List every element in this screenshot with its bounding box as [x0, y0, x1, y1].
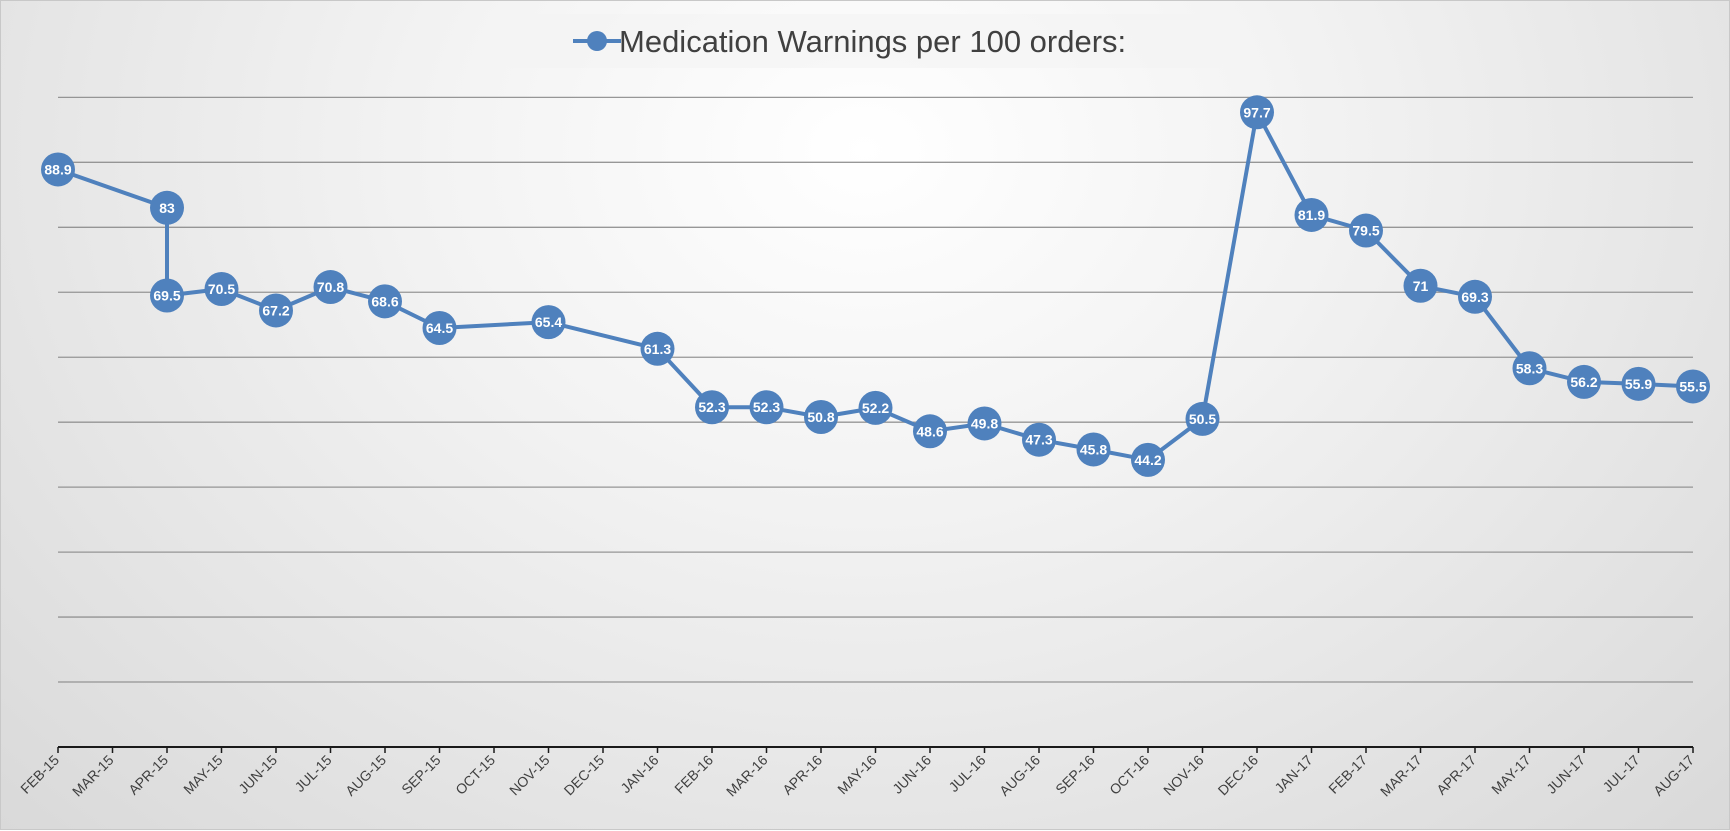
x-tick-label: DEC-15 [561, 752, 608, 799]
data-point [1185, 401, 1220, 436]
data-point [204, 272, 239, 307]
data-label: 55.9 [1625, 376, 1652, 392]
gridlines [58, 96, 1693, 683]
x-tick-label: MAR-15 [69, 752, 117, 800]
x-tick-label: MAY-16 [834, 752, 880, 798]
data-point [1512, 351, 1547, 386]
data-point [1349, 213, 1383, 248]
data-label: 70.8 [317, 279, 344, 295]
x-tick-label: JUN-15 [235, 752, 280, 797]
data-label: 69.3 [1461, 289, 1488, 305]
data-point [913, 414, 947, 449]
data-point [804, 399, 838, 434]
data-label: 65.4 [535, 314, 562, 330]
x-tick-label: AUG-16 [996, 752, 1043, 799]
x-tick-label: AUG-15 [342, 752, 389, 799]
data-point [1458, 279, 1492, 314]
data-point [1076, 432, 1111, 467]
data-label: 50.8 [807, 409, 834, 425]
x-tick-label: APR-16 [779, 752, 825, 798]
data-label: 45.8 [1080, 441, 1107, 457]
data-point [313, 270, 348, 305]
data-point [41, 152, 75, 187]
data-label: 52.3 [698, 399, 725, 415]
data-point [531, 305, 566, 340]
data-point [1022, 422, 1056, 457]
data-label: 88.9 [44, 161, 71, 177]
data-label: 55.5 [1679, 378, 1706, 394]
data-label: 61.3 [644, 341, 671, 357]
data-label: 79.5 [1352, 223, 1379, 239]
series-medication-warnings: 88.9 83 69.5 70.5 67.2 70.8 68.6 64.5 65.4 61.3 52… [41, 95, 1710, 477]
x-tick-label: MAY-17 [1488, 752, 1534, 798]
data-label: 50.5 [1189, 411, 1216, 427]
data-label: 49.8 [971, 415, 998, 431]
x-axis: FEB-15 MAR-15 APR-15 MAY-15 JUN-15 JUL-15 AUG-… [17, 746, 1697, 800]
data-label: 52.3 [753, 399, 780, 415]
data-point [422, 310, 457, 345]
data-label: 64.5 [426, 320, 453, 336]
x-tick-label: OCT-16 [1106, 752, 1152, 798]
data-label: 48.6 [916, 423, 943, 439]
data-label: 97.7 [1243, 104, 1270, 120]
data-point [1621, 366, 1656, 401]
legend-label: Medication Warnings per 100 orders: [619, 24, 1126, 59]
legend-marker [587, 31, 607, 51]
data-point [1567, 364, 1601, 399]
data-point [1676, 369, 1710, 404]
data-point [967, 406, 1002, 441]
data-label: 44.2 [1134, 452, 1161, 468]
data-point [368, 284, 402, 319]
x-tick-label: FEB-17 [1325, 752, 1370, 797]
x-tick-label: APR-15 [125, 752, 171, 798]
x-tick-label: JAN-16 [617, 752, 661, 796]
data-label: 71 [1413, 278, 1429, 294]
data-point [1131, 442, 1165, 477]
legend-box [509, 14, 1222, 68]
x-tick-label: FEB-15 [17, 752, 62, 797]
x-tick-label: JAN-17 [1271, 752, 1315, 796]
x-tick-label: JUL-16 [945, 752, 988, 795]
x-tick-label: SEP-16 [1052, 752, 1098, 798]
x-tick-label: JUL-15 [291, 752, 334, 795]
data-point [150, 278, 184, 313]
data-label: 56.2 [1570, 374, 1597, 390]
data-label: 52.2 [862, 400, 889, 416]
data-label: 69.5 [153, 288, 180, 304]
x-tick-label: JUL-17 [1599, 752, 1642, 795]
x-tick-label: MAY-15 [180, 752, 226, 798]
data-label: 58.3 [1516, 360, 1543, 376]
x-tick-label: SEP-15 [398, 752, 444, 798]
data-point [640, 331, 675, 366]
x-tick-label: DEC-16 [1215, 752, 1262, 799]
data-point [695, 390, 729, 425]
data-label: 81.9 [1298, 207, 1325, 223]
x-tick-label: APR-17 [1433, 752, 1479, 798]
data-label: 83 [159, 200, 175, 216]
x-tick-label: JUN-17 [1543, 752, 1588, 797]
data-label: 47.3 [1025, 432, 1052, 448]
x-tick-label: AUG-17 [1650, 752, 1697, 799]
data-point [858, 390, 893, 425]
data-point [150, 190, 184, 225]
data-label: 68.6 [371, 293, 398, 309]
x-tick-label: NOV-16 [1160, 752, 1207, 799]
x-tick-label: MAR-17 [1377, 752, 1425, 800]
data-point [259, 293, 293, 328]
data-point [749, 390, 784, 425]
x-tick-label: NOV-15 [506, 752, 553, 799]
x-tick-label: MAR-16 [723, 752, 771, 800]
data-point [1294, 197, 1329, 232]
x-tick-label: FEB-16 [671, 752, 716, 797]
data-label: 70.5 [208, 281, 235, 297]
x-tick-label: OCT-15 [452, 752, 498, 798]
x-tick-label: JUN-16 [889, 752, 934, 797]
data-point [1240, 95, 1274, 130]
data-point [1403, 268, 1438, 303]
data-label: 67.2 [262, 302, 289, 318]
